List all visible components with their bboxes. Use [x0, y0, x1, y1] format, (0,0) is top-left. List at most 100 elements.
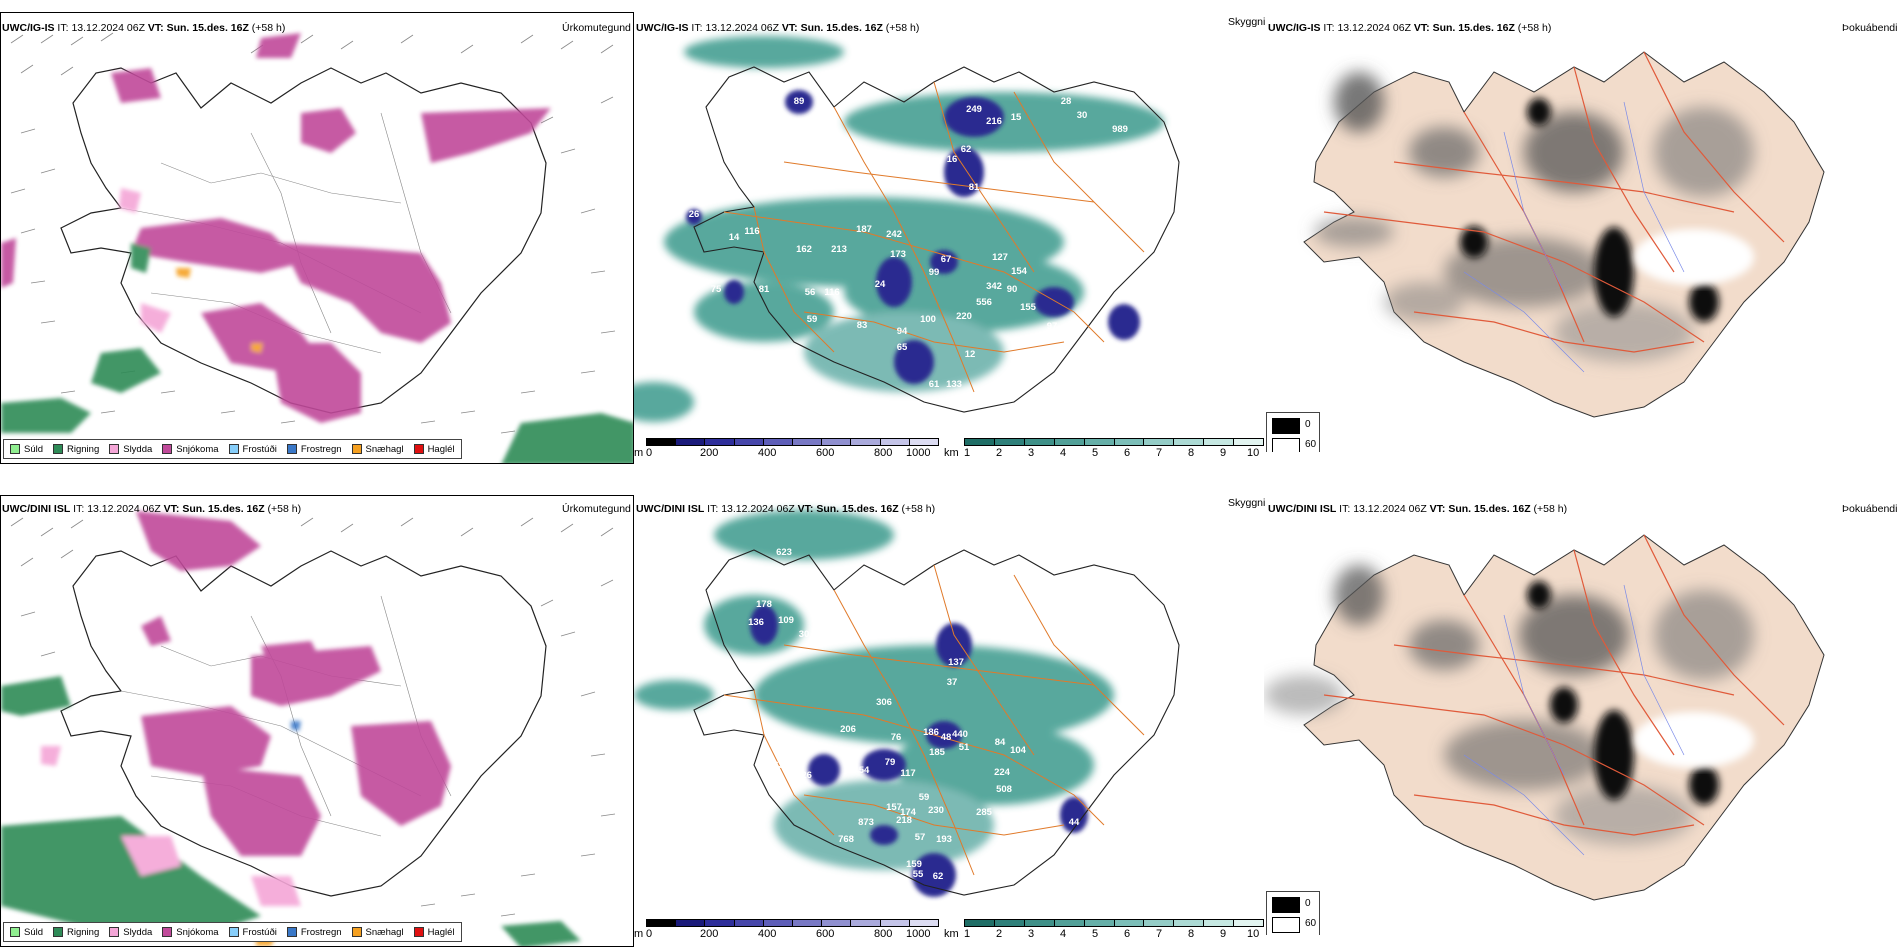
- vis-tick: 4: [1060, 928, 1067, 940]
- vt-label: VT: Sun. 15.des. 16Z: [797, 503, 899, 515]
- vis-value-label: 16: [947, 154, 958, 165]
- vis-colorbar-bottom: km 1 2 3 4 5 6 7 8 9 10: [944, 919, 1264, 941]
- vis-value-label: 24: [875, 279, 886, 290]
- fog-key-black: [1272, 897, 1300, 913]
- model-name: UWC/IG-IS: [1268, 22, 1321, 34]
- vis-colorbar-top: km 1 2 3 4 5 6 7 8 9 10: [944, 438, 1264, 460]
- ceiling-tick: 0: [646, 447, 653, 459]
- vt-label: VT: Sun. 15.des. 16Z: [1413, 22, 1515, 34]
- legend-label: Haglél: [427, 443, 455, 455]
- legend-item: Snjókoma: [162, 443, 219, 455]
- legend-swatch: [109, 444, 120, 454]
- legend-label: Frostúði: [242, 443, 277, 455]
- vis-value-label: 116: [824, 287, 839, 298]
- vis-value-label: 310: [642, 859, 658, 870]
- ptype-header-top: UWC/IG-IS IT: 13.12.2024 06Z VT: Sun. 15…: [2, 22, 285, 34]
- it-value: 13.12.2024 06Z: [1337, 22, 1411, 34]
- ceiling-unit: m: [634, 447, 644, 459]
- ceiling-tick: 600: [816, 447, 835, 459]
- vis-value-label: 116: [744, 226, 759, 237]
- vis-value-label: 623: [776, 547, 792, 558]
- iceland-outline: [693, 66, 1180, 413]
- ceiling-colorbar: [646, 438, 939, 446]
- legend-label: Frostúði: [242, 926, 277, 938]
- vt-label: VT: Sun. 15.des. 16Z: [147, 22, 249, 34]
- vis-value-label: 56: [805, 287, 816, 298]
- vis-tick: 3: [1028, 447, 1035, 459]
- ptype-header-bottom: UWC/DINI ISL IT: 13.12.2024 06Z VT: Sun.…: [2, 503, 301, 515]
- model-name: UWC/DINI ISL: [1268, 503, 1337, 515]
- vis-value-label: 508: [996, 784, 1012, 795]
- vis-value-label: 768: [838, 834, 854, 845]
- vis-tick: 4: [1060, 447, 1067, 459]
- vis-value-label: 155: [1020, 302, 1037, 313]
- vis-value-label: 206: [840, 724, 856, 735]
- it-value: 13.12.2024 06Z: [71, 22, 145, 34]
- vis-value-label: 133: [856, 880, 872, 891]
- legend-label: Frostregn: [300, 926, 342, 938]
- ptype-legend: Súld Rigning Slydda Snjókoma Frostúði Fr…: [3, 922, 462, 942]
- legend-item: Súld: [10, 927, 43, 938]
- legend-label: Rigning: [67, 926, 100, 938]
- vis-value-label: 280: [876, 407, 892, 418]
- road-network: [723, 81, 1145, 393]
- legend-label: Snjókoma: [176, 443, 219, 455]
- legend-item: Frostregn: [286, 443, 342, 455]
- wind-barbs: [10, 32, 616, 434]
- fog-map-bottom: [1264, 534, 1825, 901]
- fog-key-white: [1272, 438, 1300, 452]
- vis-tick: 6: [1124, 447, 1131, 459]
- legend-item: Rigning: [53, 927, 99, 938]
- fog-panel-top: 0 60: [1264, 12, 1900, 452]
- vis-tick: 10: [1247, 928, 1260, 940]
- vis-value-label: 178: [756, 599, 772, 610]
- legend-swatch: [228, 444, 239, 454]
- ceiling-colorbar: [646, 919, 939, 927]
- ptype-panel-top: Súld Rigning Slydda Snjókoma Frostúði Fr…: [0, 12, 634, 464]
- fog-key-bottom-label: 60: [1305, 918, 1317, 929]
- vis-value-label: 100: [920, 314, 936, 325]
- ceiling-colorbar-top: m 0 200 400 600 800 1000: [634, 438, 939, 460]
- vis-tick: 1: [964, 928, 971, 940]
- fog-header-bottom: UWC/DINI ISL IT: 13.12.2024 06Z VT: Sun.…: [1268, 503, 1567, 515]
- vis-value-label: 342: [986, 281, 1002, 292]
- vis-value-label: 89: [794, 96, 805, 107]
- vis-value-label: 220: [956, 311, 972, 322]
- vis-tick: 8: [1188, 447, 1195, 459]
- vis-value-label: 22: [733, 571, 744, 582]
- vis-value-label: 556: [976, 297, 992, 308]
- rivers: [1463, 584, 1685, 856]
- vis-value-label: 14: [729, 232, 740, 243]
- fog-key-bottom: 0 60: [1266, 891, 1320, 935]
- fog-key-top-label: 0: [1305, 898, 1311, 909]
- vis-value-label: 216: [986, 116, 1002, 127]
- vis-value-label: 306: [876, 697, 892, 708]
- vis-unit: km: [944, 447, 959, 459]
- vis-value-label: 109: [778, 615, 794, 626]
- vis-value-label: 154: [1011, 266, 1028, 277]
- vis-value-label: 34: [989, 174, 1000, 185]
- rivers: [1463, 101, 1685, 373]
- legend-item: Súld: [10, 444, 43, 455]
- vt-label: VT: Sun. 15.des. 16Z: [163, 503, 265, 515]
- vis-value-label: 83: [857, 320, 868, 331]
- ptype-map-top: [1, 32, 633, 463]
- legend-label: Slydda: [123, 443, 153, 455]
- it-label: IT:: [1323, 22, 1335, 34]
- legend-item: Haglél: [413, 927, 455, 938]
- ceiling-tick: 1000: [906, 928, 931, 940]
- vis-value-label: 55: [913, 869, 924, 880]
- fog-key-black: [1272, 418, 1300, 434]
- fog-key-bottom-label: 60: [1305, 439, 1317, 450]
- legend-label: Frostregn: [300, 443, 342, 455]
- vis-value-label: 285: [976, 807, 993, 818]
- vis-value-label: 59: [919, 792, 930, 803]
- vis-value-label: 84: [995, 737, 1006, 748]
- vis-value-label: 26: [689, 209, 700, 220]
- vis-value-label: 30: [1077, 110, 1088, 121]
- vis-value-label: 193: [936, 834, 952, 845]
- vis-value-label: 873: [858, 817, 874, 828]
- vis-tick: 2: [996, 928, 1003, 940]
- ceiling-colorbar-bottom: m 0 200 400 600 800 1000: [634, 919, 939, 941]
- vis-value-label: 79: [885, 757, 896, 768]
